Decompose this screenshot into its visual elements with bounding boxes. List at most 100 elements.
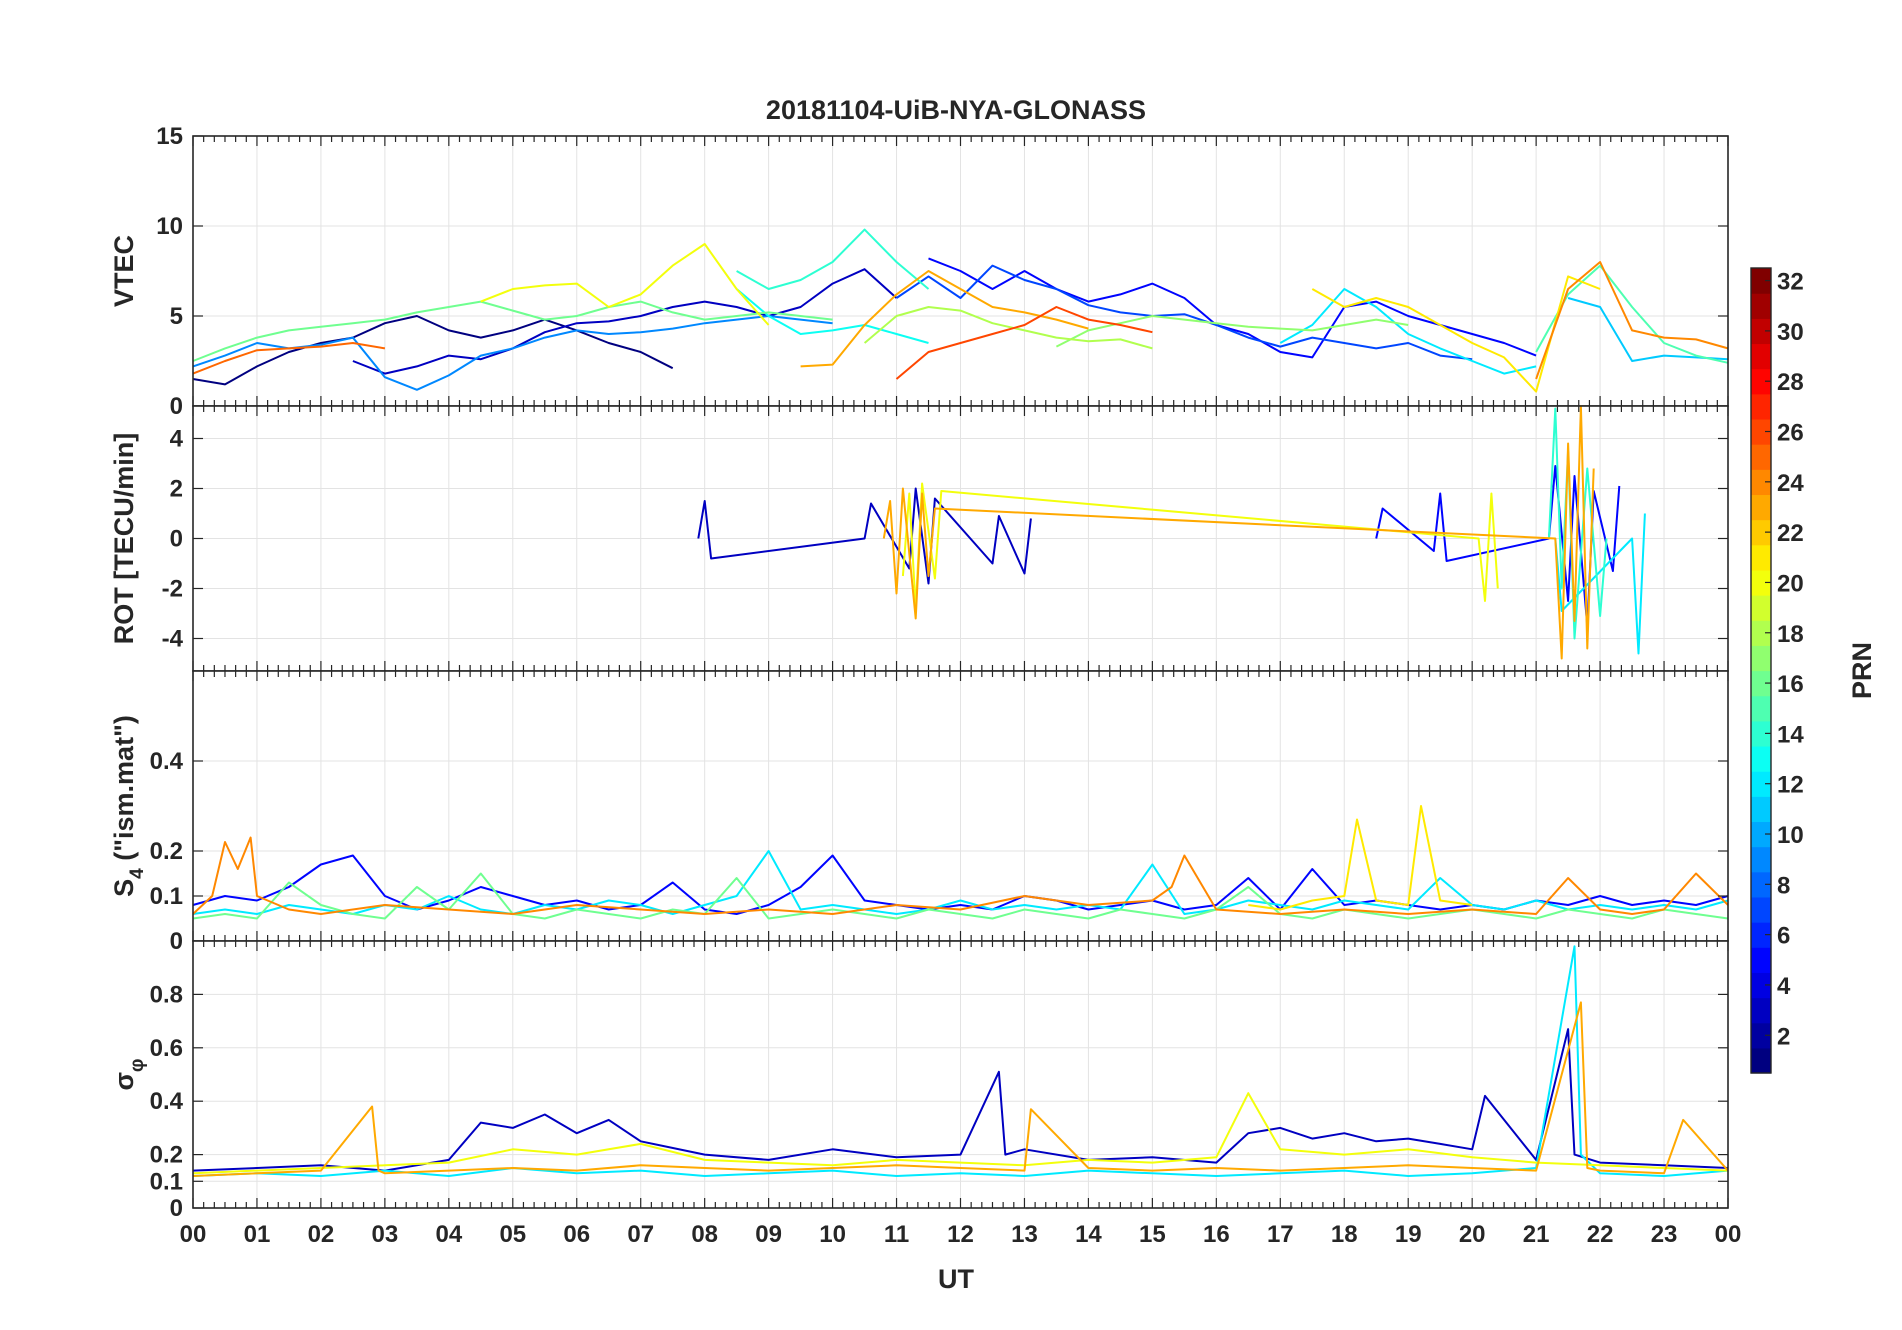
series-line-prn-21 bbox=[1248, 805, 1473, 911]
y-tick-label: -2 bbox=[162, 576, 183, 603]
colorbar-segment bbox=[1751, 544, 1771, 571]
y-tick-label: 4 bbox=[170, 426, 184, 453]
colorbar-tick-label: 28 bbox=[1777, 369, 1804, 396]
y-axis-label-vtec: VTEC bbox=[109, 235, 139, 307]
colorbar-tick-label: 30 bbox=[1777, 319, 1804, 346]
colorbar-segment bbox=[1751, 695, 1771, 722]
colorbar-segment bbox=[1751, 368, 1771, 395]
series-line-prn-20 bbox=[192, 1092, 1729, 1175]
x-tick-label: 01 bbox=[244, 1221, 271, 1248]
x-tick-label: 05 bbox=[499, 1221, 526, 1248]
y-tick-label: 5 bbox=[170, 303, 183, 330]
colorbar-segment bbox=[1751, 796, 1771, 823]
series-line-prn-3 bbox=[192, 1028, 1729, 1172]
x-ticks-rot bbox=[192, 406, 1729, 671]
x-tick-label: 22 bbox=[1587, 1221, 1614, 1248]
y-tick-label: 0.1 bbox=[150, 883, 183, 910]
y-axis-label-s4: S4 ("ism.mat") bbox=[109, 715, 148, 897]
series-line-prn-15 bbox=[1535, 264, 1729, 364]
colorbar-segment bbox=[1751, 343, 1771, 370]
x-tick-label: 13 bbox=[1011, 1221, 1038, 1248]
colorbar-segment bbox=[1751, 947, 1771, 973]
grid-vtec bbox=[193, 136, 1728, 406]
colorbar-segment bbox=[1751, 569, 1771, 596]
y-axis-label-main: ROT [TECU/min] bbox=[109, 433, 139, 644]
y-axis-label-main: σ bbox=[109, 1072, 139, 1090]
x-tick-label: 20 bbox=[1459, 1221, 1486, 1248]
colorbar-tick-label: 32 bbox=[1777, 269, 1804, 296]
colorbar-segment bbox=[1751, 896, 1771, 923]
colorbar-tick-label: 6 bbox=[1777, 923, 1790, 950]
colorbar-segment bbox=[1751, 922, 1771, 948]
x-axis-label: UT bbox=[938, 1264, 974, 1294]
colorbar-segment bbox=[1751, 393, 1771, 420]
x-tick-label: 02 bbox=[308, 1221, 335, 1248]
colorbar-segment bbox=[1751, 846, 1771, 873]
y-tick-label: 15 bbox=[156, 123, 183, 150]
colorbar-segment bbox=[1751, 972, 1771, 999]
colorbar-tick-label: 26 bbox=[1777, 420, 1804, 447]
colorbar-segment bbox=[1751, 418, 1771, 445]
x-tick-label: 09 bbox=[755, 1221, 782, 1248]
x-tick-label: 03 bbox=[372, 1221, 399, 1248]
panel-rot: -4 -2 0 2 4 ROT [TECU/min] bbox=[109, 405, 1729, 672]
y-tick-label: 0.8 bbox=[150, 981, 183, 1008]
x-tick-label: 08 bbox=[691, 1221, 718, 1248]
series-line-prn-25 bbox=[192, 342, 386, 375]
y-axis-label-sigma_phi: σφ bbox=[109, 1058, 148, 1090]
series-line-prn-12 bbox=[192, 945, 1729, 1177]
colorbar-tick-label: 10 bbox=[1777, 822, 1804, 849]
y-tick-label: 0.4 bbox=[150, 1088, 184, 1115]
series-line-prn-3 bbox=[352, 268, 898, 375]
y-axis-label-main: S bbox=[109, 879, 139, 897]
colorbar-tick-label: 14 bbox=[1777, 721, 1804, 748]
x-ticks-s4 bbox=[192, 671, 1729, 941]
chart-title: 20181104-UiB-NYA-GLONASS bbox=[766, 95, 1146, 125]
series-group-vtec bbox=[192, 228, 1729, 393]
y-axis-label-subscript: 4 bbox=[127, 868, 148, 879]
colorbar-segment bbox=[1751, 871, 1771, 898]
colorbar-segment bbox=[1751, 469, 1771, 496]
x-tick-label: 07 bbox=[627, 1221, 654, 1248]
y-tick-label: 10 bbox=[156, 213, 183, 240]
series-line-prn-24 bbox=[192, 836, 1729, 915]
series-line-prn-26 bbox=[895, 306, 1153, 380]
x-ticks-vtec bbox=[192, 136, 1729, 406]
x-tick-label: 00 bbox=[180, 1221, 207, 1248]
x-ticks-sigma_phi bbox=[192, 941, 1729, 1208]
y-axis-label-subscript: φ bbox=[127, 1058, 148, 1072]
x-tick-label: 15 bbox=[1139, 1221, 1166, 1248]
x-tick-labels: 00 01 02 03 04 05 06 07 08 09 10 11 12 13 14 15 16 17 18 19… bbox=[180, 1221, 1742, 1248]
grid-rot bbox=[193, 406, 1728, 671]
series-group-sigma_phi bbox=[192, 945, 1729, 1177]
y-tick-label: 0.1 bbox=[150, 1168, 183, 1195]
colorbar-segment bbox=[1751, 670, 1771, 697]
series-line-prn-23 bbox=[192, 1001, 1729, 1177]
series-group-rot bbox=[697, 405, 1646, 660]
x-tick-label: 21 bbox=[1523, 1221, 1550, 1248]
colorbar-segment bbox=[1751, 268, 1771, 294]
y-tick-label: 0 bbox=[170, 526, 183, 553]
series-line-prn-20 bbox=[480, 243, 770, 326]
colorbar-tick-label: 4 bbox=[1777, 973, 1791, 1000]
colorbar-tick-label: 20 bbox=[1777, 570, 1804, 597]
colorbar-label: PRN bbox=[1847, 642, 1877, 699]
series-line-prn-14 bbox=[736, 228, 930, 290]
colorbar-segment bbox=[1751, 620, 1771, 646]
x-tick-label: 16 bbox=[1203, 1221, 1230, 1248]
y-tick-label: 0.4 bbox=[150, 748, 184, 775]
y-tick-label: -4 bbox=[162, 626, 184, 653]
x-tick-label: 23 bbox=[1651, 1221, 1678, 1248]
x-tick-label: 11 bbox=[884, 1221, 909, 1248]
series-line-prn-24 bbox=[1535, 261, 1729, 380]
y-tick-label: 0.2 bbox=[150, 1142, 183, 1169]
colorbar-segment bbox=[1751, 745, 1771, 772]
series-line-prn-3 bbox=[697, 487, 1032, 585]
x-tick-label: 00 bbox=[1715, 1221, 1742, 1248]
y-tick-label: 0 bbox=[170, 928, 183, 955]
series-group-s4 bbox=[192, 805, 1729, 920]
x-tick-label: 14 bbox=[1075, 1221, 1102, 1248]
x-tick-label: 04 bbox=[435, 1221, 462, 1248]
